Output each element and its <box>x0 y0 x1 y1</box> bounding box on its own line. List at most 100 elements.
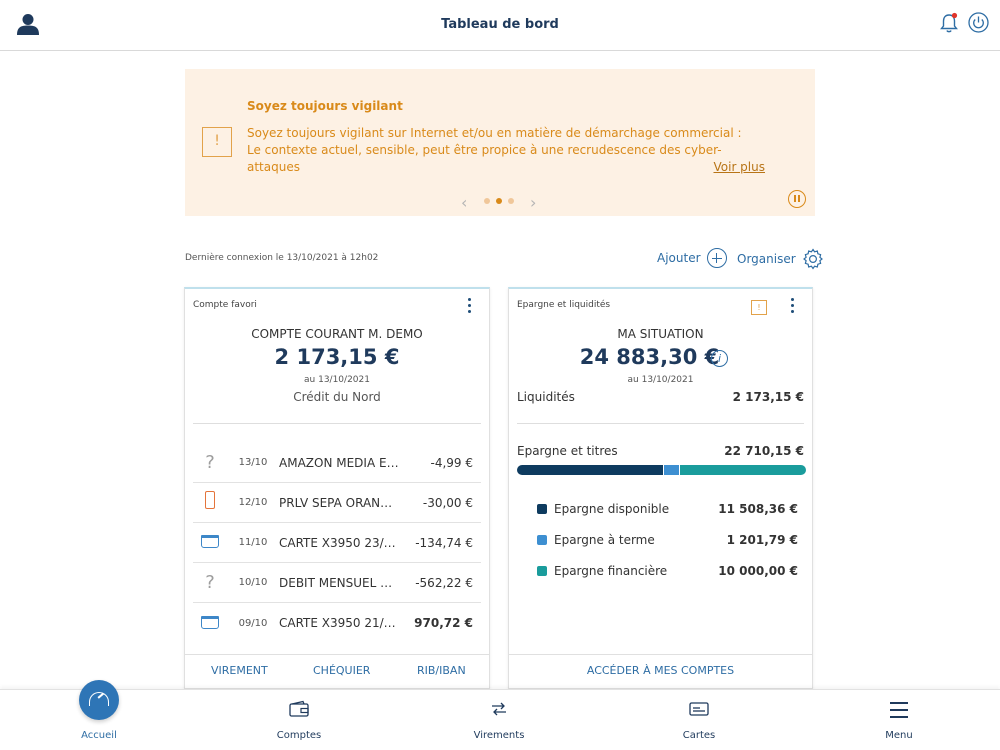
question-icon: ? <box>205 452 215 473</box>
divider <box>193 423 481 424</box>
carousel-pause-icon[interactable] <box>788 190 806 208</box>
transaction-label: CARTE X3950 21/05 H... <box>279 616 399 630</box>
transfer-arrows-icon <box>492 702 506 716</box>
divider <box>517 423 804 424</box>
warning-icon: ! <box>202 127 232 157</box>
savings-card[interactable]: Epargne et liquidités ! MA SITUATION 24 … <box>508 287 813 689</box>
card-footer-divider <box>509 654 812 655</box>
bottom-tab-bar: Accueil Comptes Virements Cartes Menu <box>0 689 1000 750</box>
tab-menu-label: Menu <box>885 730 913 741</box>
transaction-amount: -562,22 € <box>415 575 473 590</box>
credit-card-icon <box>689 702 709 716</box>
add-widget-button[interactable]: Ajouter <box>657 248 727 268</box>
basket-icon <box>193 532 227 553</box>
user-icon[interactable] <box>17 13 39 35</box>
transaction-date: 09/10 <box>238 617 268 629</box>
transaction-row[interactable]: 11/10 CARTE X3950 23/04 I... -134,74 € <box>193 523 481 563</box>
transaction-label: PRLV SEPA ORANGE ... <box>279 495 399 510</box>
wallet-icon <box>289 700 309 717</box>
transaction-row[interactable]: ? 10/10 DEBIT MENSUEL CAR... -562,22 € <box>193 563 481 603</box>
legend-swatch <box>537 504 547 514</box>
situation-title: MA SITUATION <box>617 327 704 341</box>
last-connection-text: Dernière connexion le 13/10/2021 à 12h02 <box>185 253 379 263</box>
legend-value: 1 201,79 € <box>726 533 798 547</box>
question-icon: ? <box>205 572 215 593</box>
savings-bar-segment <box>517 465 664 475</box>
carousel-dot[interactable] <box>508 198 514 204</box>
liquidity-value: 2 173,15 € <box>732 390 804 404</box>
savings-breakdown-bar <box>517 465 806 475</box>
tab-accounts-label: Comptes <box>276 730 322 741</box>
page-title: Tableau de bord <box>441 17 559 32</box>
transaction-label: AMAZON MEDIA EPARI... <box>279 455 399 470</box>
transfer-link[interactable]: VIREMENT <box>211 664 268 677</box>
more-options-icon[interactable] <box>468 298 472 314</box>
tab-home-label: Accueil <box>81 730 117 741</box>
transaction-amount: -30,00 € <box>422 495 473 510</box>
legend-item: Epargne disponible <box>537 502 669 516</box>
warning-icon[interactable]: ! <box>751 300 767 315</box>
situation-total-value: 24 883,30 € <box>579 345 720 369</box>
transaction-row[interactable]: 12/10 PRLV SEPA ORANGE ... -30,00 € <box>193 483 481 523</box>
add-label: Ajouter <box>657 251 701 265</box>
savings-bar-segment <box>663 465 679 475</box>
rib-iban-link[interactable]: RIB/IBAN <box>417 664 466 677</box>
legend-item: Epargne à terme <box>537 533 655 547</box>
card-footer-divider <box>185 654 489 655</box>
carousel-prev-icon[interactable]: ‹ <box>461 193 468 212</box>
savings-bar-segment <box>678 465 806 475</box>
situation-total: 24 883,30 € <box>509 345 812 369</box>
legend-label: Epargne disponible <box>554 502 670 516</box>
transaction-row[interactable]: ? 13/10 AMAZON MEDIA EPARI... -4,99 € <box>193 443 481 483</box>
legend-swatch <box>537 535 547 545</box>
legend-value: 10 000,00 € <box>718 564 798 578</box>
banner-line-1: Soyez toujours vigilant sur Internet et/… <box>247 126 742 140</box>
situation-date: au 13/10/2021 <box>627 375 694 385</box>
phone-icon <box>193 491 227 514</box>
hamburger-menu-icon <box>890 702 908 723</box>
add-circle-icon <box>706 248 727 268</box>
transaction-amount: -4,99 € <box>430 455 474 470</box>
transaction-amount: 970,72 € <box>414 616 473 630</box>
balance-date: au 13/10/2021 <box>304 375 370 385</box>
card-header: Epargne et liquidités <box>517 300 611 310</box>
more-options-icon[interactable] <box>791 298 795 314</box>
gear-icon <box>802 248 823 270</box>
organize-button[interactable]: Organiser <box>737 248 824 270</box>
liquidity-label: Liquidités <box>517 390 575 404</box>
savings-label: Epargne et titres <box>517 444 618 458</box>
carousel-dots <box>484 198 514 204</box>
banner-line-2: Le contexte actuel, sensible, peut être … <box>247 143 722 174</box>
tab-transfers-label: Virements <box>473 730 525 741</box>
carousel-next-icon[interactable]: › <box>530 193 537 212</box>
top-bar: Tableau de bord <box>0 0 1000 51</box>
logout-power-icon[interactable] <box>968 12 989 33</box>
checkbook-link[interactable]: CHÉQUIER <box>313 664 371 677</box>
savings-value: 22 710,15 € <box>724 444 804 458</box>
legend-swatch <box>537 566 547 576</box>
banner-more-link[interactable]: Voir plus <box>713 160 765 174</box>
transaction-row[interactable]: 09/10 CARTE X3950 21/05 H... 970,72 € <box>193 603 481 643</box>
organize-label: Organiser <box>737 252 796 266</box>
legend-label: Epargne financière <box>554 564 668 578</box>
transaction-date: 12/10 <box>238 497 268 508</box>
banner-text: Soyez toujours vigilant sur Internet et/… <box>247 125 767 176</box>
favorite-account-card[interactable]: Compte favori COMPTE COURANT M. DEMO 2 1… <box>184 287 490 689</box>
access-accounts-link[interactable]: ACCÉDER À MES COMPTES <box>586 664 735 677</box>
info-icon[interactable]: i <box>711 350 728 367</box>
home-dashboard-icon[interactable] <box>79 680 119 720</box>
transaction-date: 10/10 <box>238 577 268 588</box>
carousel-dot-active[interactable] <box>496 198 502 204</box>
card-header: Compte favori <box>193 300 257 310</box>
transaction-label: CARTE X3950 23/04 I... <box>279 535 399 550</box>
carousel-dot[interactable] <box>484 198 490 204</box>
legend-item: Epargne financière <box>537 564 667 578</box>
basket-icon <box>193 613 227 634</box>
legend-value: 11 508,36 € <box>718 502 798 516</box>
notification-bell-icon[interactable] <box>939 12 959 34</box>
transaction-label: DEBIT MENSUEL CAR... <box>279 575 399 590</box>
banner-title: Soyez toujours vigilant <box>247 99 403 113</box>
transaction-amount: -134,74 € <box>415 535 473 550</box>
legend-label: Epargne à terme <box>554 533 655 547</box>
bank-name: Crédit du Nord <box>293 390 381 404</box>
